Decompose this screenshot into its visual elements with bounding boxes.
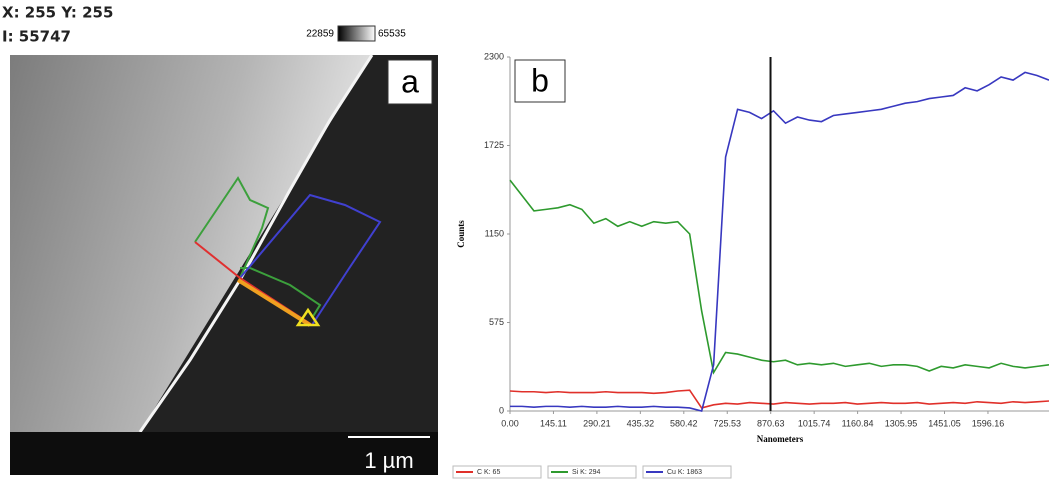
x-tick-label: 145.11 xyxy=(540,418,567,428)
x-tick-label: 1305.95 xyxy=(885,418,918,428)
colorbar xyxy=(337,25,376,42)
legend-box xyxy=(547,465,637,479)
y-tick-label: 1150 xyxy=(485,228,504,238)
colorbar-min: 22859 xyxy=(306,29,334,40)
x-tick-label: 1015.74 xyxy=(798,418,831,428)
x-tick-label: 870.63 xyxy=(757,418,785,428)
x-tick-label: 290.21 xyxy=(583,418,611,428)
series-line xyxy=(509,389,1049,409)
series-line xyxy=(509,179,1049,375)
scale-bar-label: 1 µm xyxy=(364,448,413,473)
panel-label-box xyxy=(514,59,566,103)
x-tick-label: 725.53 xyxy=(713,418,741,428)
si-overlay xyxy=(194,176,270,279)
panel-label: b xyxy=(531,62,549,98)
series-line xyxy=(510,71,1049,412)
x-tick-label: 1596.16 xyxy=(972,418,1005,428)
legend-label: C K: 65 xyxy=(477,469,500,476)
y-tick-label: 1725 xyxy=(484,140,504,150)
y-axis-title: Counts xyxy=(456,220,466,248)
intensity-readout: I: 55747 xyxy=(2,28,71,46)
panel-label-box xyxy=(387,59,433,105)
y-tick-label: 2300 xyxy=(484,51,504,61)
x-tick-label: 0.00 xyxy=(501,418,519,428)
bright-region xyxy=(10,55,372,432)
micrograph: a 1 µm xyxy=(10,54,438,475)
x-axis-title: Nanometers xyxy=(757,434,804,444)
position-readout: X: 255 Y: 255 xyxy=(2,4,113,22)
x-tick-label: 580.42 xyxy=(670,418,698,428)
legend-box xyxy=(452,465,542,479)
si-overlay xyxy=(240,267,322,319)
panel-label: a xyxy=(401,63,419,99)
y-tick-label: 575 xyxy=(489,317,504,327)
x-tick-label: 435.32 xyxy=(627,418,655,428)
legend-label: Si K: 294 xyxy=(572,469,601,476)
image-footer xyxy=(10,432,438,475)
line-chart: b Nanometers Counts xyxy=(456,57,1049,444)
x-tick-label: 1160.84 xyxy=(842,418,874,428)
legend-label: Cu K: 1863 xyxy=(667,469,702,476)
scan-marker xyxy=(295,307,321,327)
legend-box xyxy=(642,465,732,479)
y-tick-label: 0 xyxy=(499,405,504,415)
cu-overlay xyxy=(239,193,382,326)
colorbar-max: 65535 xyxy=(378,29,406,40)
scan-line xyxy=(236,278,312,327)
x-tick-label: 1451.05 xyxy=(928,418,961,428)
edge xyxy=(138,54,374,433)
